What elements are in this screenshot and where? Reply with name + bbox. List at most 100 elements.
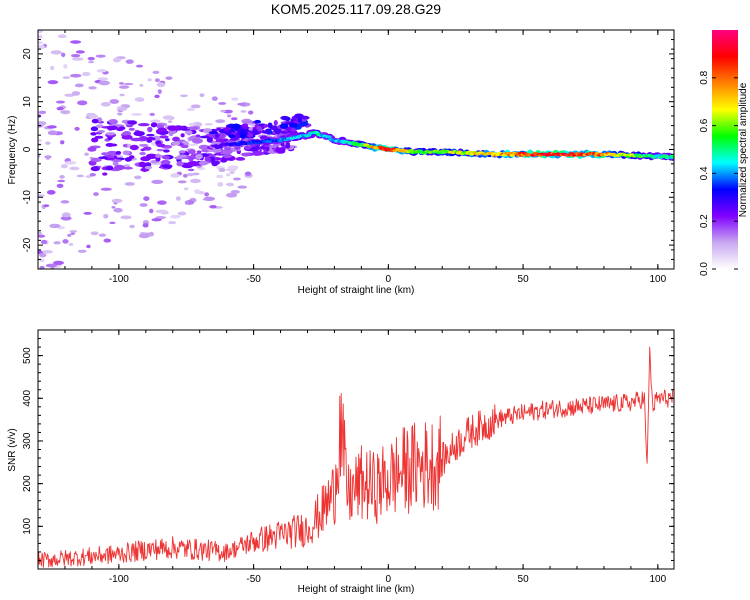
spectrogram-noise-blob bbox=[240, 110, 247, 113]
spectrogram-noise-blob bbox=[76, 174, 85, 178]
spectrogram-noise-blob bbox=[103, 238, 112, 243]
spectrogram-cloud-blob bbox=[147, 126, 153, 133]
spectrogram-y-tick-label: 10 bbox=[22, 96, 33, 108]
spectrogram-noise-blob bbox=[175, 196, 181, 201]
spectrogram-cloud-blob bbox=[165, 138, 170, 142]
spectrogram-y-tick-label: 0 bbox=[22, 146, 33, 152]
spectrogram-cloud-blob bbox=[124, 157, 132, 162]
spectrogram-cloud-blob bbox=[142, 146, 152, 151]
snr-series-line bbox=[38, 346, 674, 569]
spectrogram-x-tick-label: -100 bbox=[109, 274, 129, 285]
spectrogram-cloud-blob bbox=[172, 136, 181, 142]
spectrogram-noise-blob bbox=[187, 143, 199, 147]
spectrogram-noise-blob bbox=[149, 208, 154, 214]
spectrogram-noise-blob bbox=[162, 115, 174, 120]
colorbar-tick-label: 0.0 bbox=[699, 262, 710, 276]
spectrogram-noise-blob bbox=[156, 82, 166, 88]
spectrogram-noise-blob bbox=[85, 175, 93, 178]
spectrogram-cloud-blob bbox=[184, 130, 193, 135]
spectrogram-noise-blob bbox=[149, 112, 156, 117]
spectrogram-noise-blob bbox=[62, 76, 71, 79]
spectrogram-noise-blob bbox=[130, 113, 143, 116]
spectrogram-noise-blob bbox=[125, 59, 134, 64]
spectrogram-cloud-blob bbox=[187, 149, 196, 155]
spectrogram-cloud-blob bbox=[161, 155, 170, 160]
snr-y-tick-label: 400 bbox=[22, 390, 33, 407]
spectrogram-branch-blob bbox=[242, 126, 250, 130]
spectrogram-noise-blob bbox=[250, 123, 256, 127]
snr-x-tick-label: -50 bbox=[246, 574, 261, 585]
spectrogram-noise-blob bbox=[157, 200, 167, 205]
spectrogram-cloud-blob bbox=[91, 118, 99, 124]
spectrogram-noise-blob bbox=[45, 263, 58, 268]
spectrogram-cloud-blob bbox=[137, 123, 150, 127]
spectrogram-noise-blob bbox=[148, 231, 155, 237]
spectrogram-noise-blob bbox=[63, 64, 68, 69]
spectrogram-cloud-blob bbox=[196, 150, 202, 154]
spectrogram-noise-blob bbox=[40, 239, 48, 245]
spectrogram-noise-blob bbox=[87, 56, 95, 61]
spectrogram-cloud-blob bbox=[111, 159, 123, 163]
spectrogram-noise-blob bbox=[170, 214, 181, 219]
colorbar-ticks: 0.0 0.2 0.4 0.6 0.8 bbox=[699, 70, 738, 276]
spectrogram-branch-blob bbox=[208, 131, 219, 135]
spectrogram-noise-blob bbox=[88, 86, 97, 90]
spectrogram-noise-blob bbox=[75, 50, 85, 54]
spectrogram-noise-blob bbox=[60, 200, 70, 204]
spectrogram-noise-blob bbox=[157, 89, 162, 94]
spectrogram-cloud-blob bbox=[101, 152, 108, 156]
spectrogram-noise-blob bbox=[123, 82, 134, 86]
spectrogram-cloud-blob bbox=[167, 125, 179, 131]
spectrogram-noise-blob bbox=[38, 194, 45, 198]
spectrogram-cloud-blob bbox=[129, 144, 139, 151]
spectrogram-y-axis-label: Frequency (Hz) bbox=[7, 116, 18, 185]
spectrogram-noise-blob bbox=[168, 221, 177, 225]
spectrogram-noise-blob bbox=[74, 83, 84, 88]
spectrogram-noise-blob bbox=[57, 179, 66, 183]
spectrogram-branch-blob bbox=[279, 123, 289, 129]
spectrogram-noise-blob bbox=[188, 122, 197, 126]
colorbar-tick-label: 0.8 bbox=[699, 70, 710, 84]
spectrogram-noise-blob bbox=[247, 110, 254, 115]
spectrogram-noise-blob bbox=[45, 155, 51, 160]
spectrogram-cloud-blob bbox=[106, 125, 118, 131]
spectrogram-cloud-blob bbox=[198, 144, 210, 150]
spectrogram-noise-blob bbox=[71, 91, 81, 96]
spectrogram-noise-blob bbox=[46, 190, 56, 195]
spectrogram-cloud-blob bbox=[287, 130, 298, 136]
spectrogram-branch-blob bbox=[267, 122, 273, 129]
spectrogram-branch-blob bbox=[231, 123, 241, 129]
spectrogram-branch-blob bbox=[274, 129, 281, 135]
spectrogram-noise-blob bbox=[55, 100, 66, 104]
spectrogram-noise-blob bbox=[230, 117, 238, 121]
snr-panel: -100 -50 0 50 100 100 200 300 400 500 Height of s… bbox=[7, 329, 675, 595]
snr-x-tick-label: 50 bbox=[518, 574, 530, 585]
spectrogram-noise-blob bbox=[203, 196, 216, 202]
spectrogram-noise-blob bbox=[64, 160, 77, 165]
spectrogram-noise-blob bbox=[117, 106, 128, 111]
colorbar-tick-label: 0.2 bbox=[699, 214, 710, 228]
spectrogram-noise-blob bbox=[56, 106, 64, 111]
spectrogram-cloud-blob bbox=[105, 132, 116, 136]
spectrogram-noise-blob bbox=[186, 107, 195, 112]
snr-x-tick-label: 100 bbox=[649, 574, 666, 585]
spectrogram-noise-blob bbox=[170, 173, 180, 178]
snr-x-axis-label: Height of straight line (km) bbox=[298, 584, 415, 595]
spectrogram-cloud-blob bbox=[146, 136, 156, 141]
spectrogram-noise-blob bbox=[60, 215, 72, 221]
spectrogram-cloud-blob bbox=[90, 126, 99, 132]
spectrogram-cloud-blob bbox=[178, 150, 186, 154]
spectrogram-noise-blob bbox=[230, 189, 240, 194]
colorbar-gradient bbox=[712, 30, 738, 269]
spectrogram-cloud-blob bbox=[97, 129, 105, 133]
spectrogram-cloud-blob bbox=[102, 172, 108, 176]
spectrogram-noise-blob bbox=[217, 181, 224, 187]
colorbar-tick-label: 0.6 bbox=[699, 118, 710, 132]
spectrogram-noise-blob bbox=[109, 99, 120, 104]
spectrogram-noise-blob bbox=[204, 122, 214, 126]
snr-axes: -100 -50 0 50 100 100 200 300 400 500 bbox=[22, 329, 674, 585]
spectrogram-noise-blob bbox=[38, 139, 42, 142]
spectrogram-branch-blob bbox=[216, 127, 221, 131]
spectrogram-noise-blob bbox=[154, 78, 160, 83]
spectrogram-cloud-blob bbox=[188, 156, 194, 162]
